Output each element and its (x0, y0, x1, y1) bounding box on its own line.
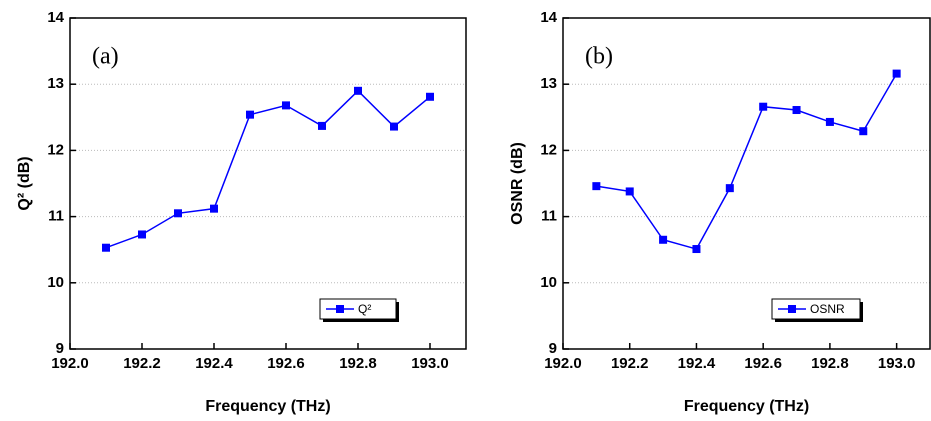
x-tick-label: 192.2 (611, 355, 649, 372)
data-point (625, 187, 634, 196)
x-axis-label: Frequency (THz) (205, 398, 330, 415)
data-point (825, 117, 834, 126)
x-tick-label: 193.0 (878, 355, 916, 372)
x-tick-label: 192.2 (123, 355, 161, 372)
legend-label: Q² (358, 302, 371, 316)
data-point (892, 69, 901, 78)
data-point (692, 245, 701, 254)
y-tick-label: 12 (540, 141, 557, 158)
y-tick-label: 13 (540, 75, 557, 92)
panel-label: (a) (92, 44, 119, 70)
y-tick-label: 14 (47, 9, 64, 26)
data-point (792, 106, 801, 115)
panel-label: (b) (585, 44, 613, 70)
y-tick-label: 9 (56, 340, 64, 357)
data-point (659, 235, 668, 244)
data-point (246, 110, 254, 119)
y-tick-label: 9 (549, 340, 557, 357)
x-tick-label: 192.8 (339, 355, 377, 372)
y-axis-label: Q² (dB) (16, 156, 33, 210)
legend: Q² (319, 298, 399, 322)
legend: OSNR (771, 298, 863, 322)
series-line (596, 73, 898, 250)
legend-marker (788, 305, 796, 313)
data-point (318, 121, 326, 130)
legend-label: OSNR (810, 302, 845, 316)
x-tick-label: 192.0 (544, 355, 582, 372)
data-point (174, 209, 182, 218)
data-point (138, 230, 146, 239)
data-point (390, 122, 398, 131)
y-tick-label: 14 (540, 9, 557, 26)
data-point (354, 86, 362, 95)
x-tick-label: 193.0 (411, 355, 449, 372)
y-tick-label: 11 (541, 208, 557, 225)
x-tick-label: 192.6 (267, 355, 305, 372)
x-tick-label: 192.6 (744, 355, 782, 372)
y-axis-label: OSNR (dB) (509, 142, 526, 225)
x-tick-label: 192.8 (811, 355, 849, 372)
legend-box (319, 298, 397, 320)
data-point (859, 127, 868, 136)
y-tick-label: 11 (48, 208, 64, 225)
legend-box (771, 298, 861, 320)
y-tick-label: 10 (47, 274, 64, 291)
plot-frame (562, 17, 931, 350)
data-point (592, 182, 601, 191)
y-tick-label: 10 (540, 274, 557, 291)
data-point (725, 184, 734, 193)
data-point (210, 204, 218, 213)
y-tick-label: 13 (47, 75, 64, 92)
legend-marker (336, 305, 344, 313)
y-tick-label: 12 (47, 141, 64, 158)
x-tick-label: 192.0 (51, 355, 89, 372)
data-point (426, 92, 434, 101)
data-point (102, 243, 110, 252)
x-tick-label: 192.4 (678, 355, 716, 372)
x-tick-label: 192.4 (195, 355, 233, 372)
x-axis-label: Frequency (THz) (684, 398, 809, 415)
plot-frame (69, 17, 467, 350)
data-point (282, 101, 290, 110)
series-line (105, 89, 431, 249)
data-point (759, 102, 768, 111)
